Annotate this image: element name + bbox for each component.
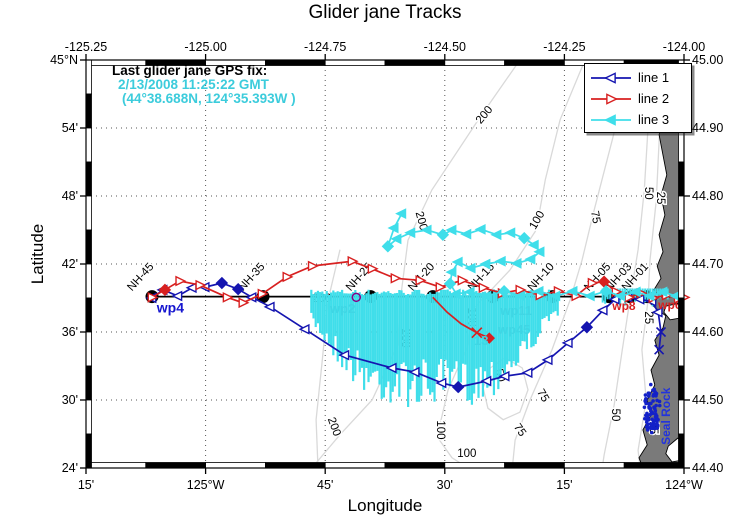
y-tick-label-right: 44.80 <box>692 189 723 203</box>
y-tick-label-right: 44.50 <box>692 393 723 407</box>
blue-dot-patch <box>642 382 662 435</box>
contour-label: 100 <box>457 448 476 460</box>
x-axis-label: Longitude <box>347 496 423 515</box>
axis-tick-labels: -125.25 15' -125.00 125°W -124.75 45' -124.50 3… <box>50 40 723 492</box>
page-title: Glider jane Tracks <box>308 2 462 23</box>
y-axis-label: Latitude <box>28 223 47 285</box>
gps-fix-coords: (44°38.688N, 124°35.393W ) <box>122 91 296 106</box>
station-label: NH-20 <box>406 261 437 294</box>
y-tick-label-right: 44.90 <box>692 121 723 135</box>
y-tick-label-left: 48' <box>62 189 78 203</box>
contour-label: 25 <box>654 192 666 205</box>
y-tick-label-right: 44.40 <box>692 461 723 475</box>
waypoint-label: wp11 <box>499 303 532 318</box>
x-tick-label-top: -124.75 <box>304 40 346 54</box>
gps-fix-heading: Last glider jane GPS fix: <box>112 63 268 78</box>
waypoint-label: wp45 <box>497 322 531 337</box>
y-tick-label-right: 44.70 <box>692 257 723 271</box>
waypoint-labels: wp4 wp2 wp11 wp45 13 wp8 wp6 Seal Rock <box>156 298 682 445</box>
contour-label: 50 <box>642 187 654 200</box>
legend-label: line 2 <box>638 91 670 106</box>
x-tick-label-bottom: 124°W <box>665 478 703 492</box>
contour-label: 200 <box>474 104 496 126</box>
legend-item-line-3: line 3 <box>589 109 691 130</box>
x-tick-label-top: -124.25 <box>543 40 585 54</box>
legend-marker-2 <box>591 92 631 105</box>
track-line-3 <box>381 208 681 302</box>
contour-label: 75 <box>511 422 528 439</box>
contour-label: 25 <box>642 311 654 324</box>
x-tick-label-bottom: 15' <box>78 478 94 492</box>
legend-item-line-2: line 2 <box>589 88 691 109</box>
waypoint-label: 13 <box>474 333 488 348</box>
axis-ticks <box>80 54 690 474</box>
legend-marker-1 <box>591 71 631 84</box>
contour-label: 75 <box>534 387 551 404</box>
contour-label: 75 <box>588 210 602 225</box>
waypoint-label: wp6 <box>657 298 682 312</box>
contour-label: 100 <box>434 420 446 439</box>
y-tick-label-right: 44.60 <box>692 325 723 339</box>
y-tick-label-left: 30' <box>62 393 78 407</box>
place-label-seal-rock: Seal Rock <box>659 387 673 445</box>
legend-item-line-1: line 1 <box>589 67 691 88</box>
x-tick-label-bottom: 45' <box>317 478 333 492</box>
y-tick-label-left: 24' <box>62 461 78 475</box>
x-tick-label-top: -125.00 <box>184 40 226 54</box>
legend-label: line 3 <box>638 112 670 127</box>
x-tick-label-bottom: 30' <box>437 478 453 492</box>
waypoint-label: wp4 <box>156 299 184 315</box>
y-tick-label-left: 54' <box>62 121 78 135</box>
legend-marker-3 <box>591 113 631 126</box>
x-tick-label-top: -125.25 <box>65 40 107 54</box>
extra-markers <box>351 292 362 303</box>
gps-fix-annotation: Last glider jane GPS fix: 2/13/2008 11:2… <box>112 64 296 106</box>
x-tick-label-top: -124.50 <box>424 40 466 54</box>
contour-label: 50 <box>609 409 621 422</box>
x-tick-label-bottom: 125°W <box>187 478 225 492</box>
station-label: NH-45 <box>125 261 156 294</box>
x-tick-label-bottom: 15' <box>556 478 572 492</box>
contour-label: 200 <box>325 416 343 438</box>
legend: line 1 line 2 line 3 <box>584 63 692 133</box>
grid-lines <box>86 60 684 468</box>
legend-label: line 1 <box>638 70 670 85</box>
contour-label: 100 <box>527 209 547 232</box>
gps-fix-time: 2/13/2008 11:25:22 GMT <box>118 77 269 92</box>
glider-dive-cluster <box>310 288 669 407</box>
x-tick-label-top: -124.00 <box>663 40 705 54</box>
y-tick-label-left: 45°N <box>50 53 78 67</box>
waypoint-label: wp8 <box>611 299 636 313</box>
y-tick-label-left: 42' <box>62 257 78 271</box>
waypoint-label: wp2 <box>329 301 355 316</box>
y-tick-label-left: 36' <box>62 325 78 339</box>
y-tick-label-right: 45.00 <box>692 53 723 67</box>
